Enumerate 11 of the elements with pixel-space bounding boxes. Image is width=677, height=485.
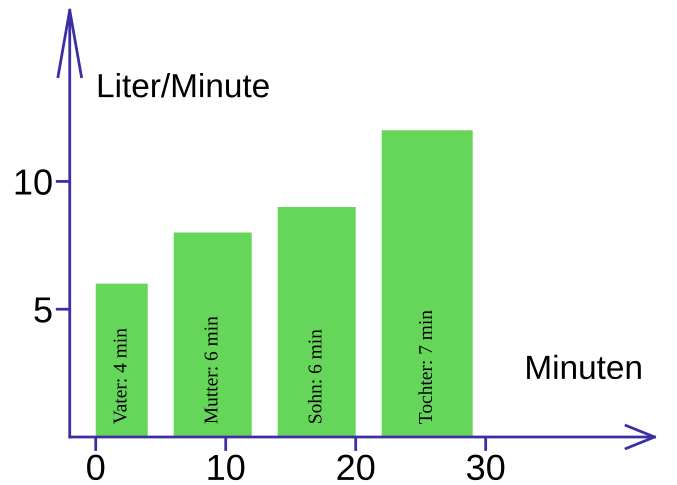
annotation: Sohn: 6 min [308,329,322,423]
x-tick-label: 20 [337,454,374,480]
x-axis-title: Minuten [527,354,641,380]
x-tick-label: 10 [208,454,244,480]
x-tick-label: 0 [87,454,104,480]
annotation: Tochter: 7 min [418,310,432,424]
y-tick-label: 5 [34,297,52,323]
y-axis-title: Liter/Minute [98,73,269,98]
annotation: Mutter: 6 min [204,316,218,424]
x-tick-label: 30 [466,454,504,480]
annotation: Vater: 4 min [114,328,127,424]
